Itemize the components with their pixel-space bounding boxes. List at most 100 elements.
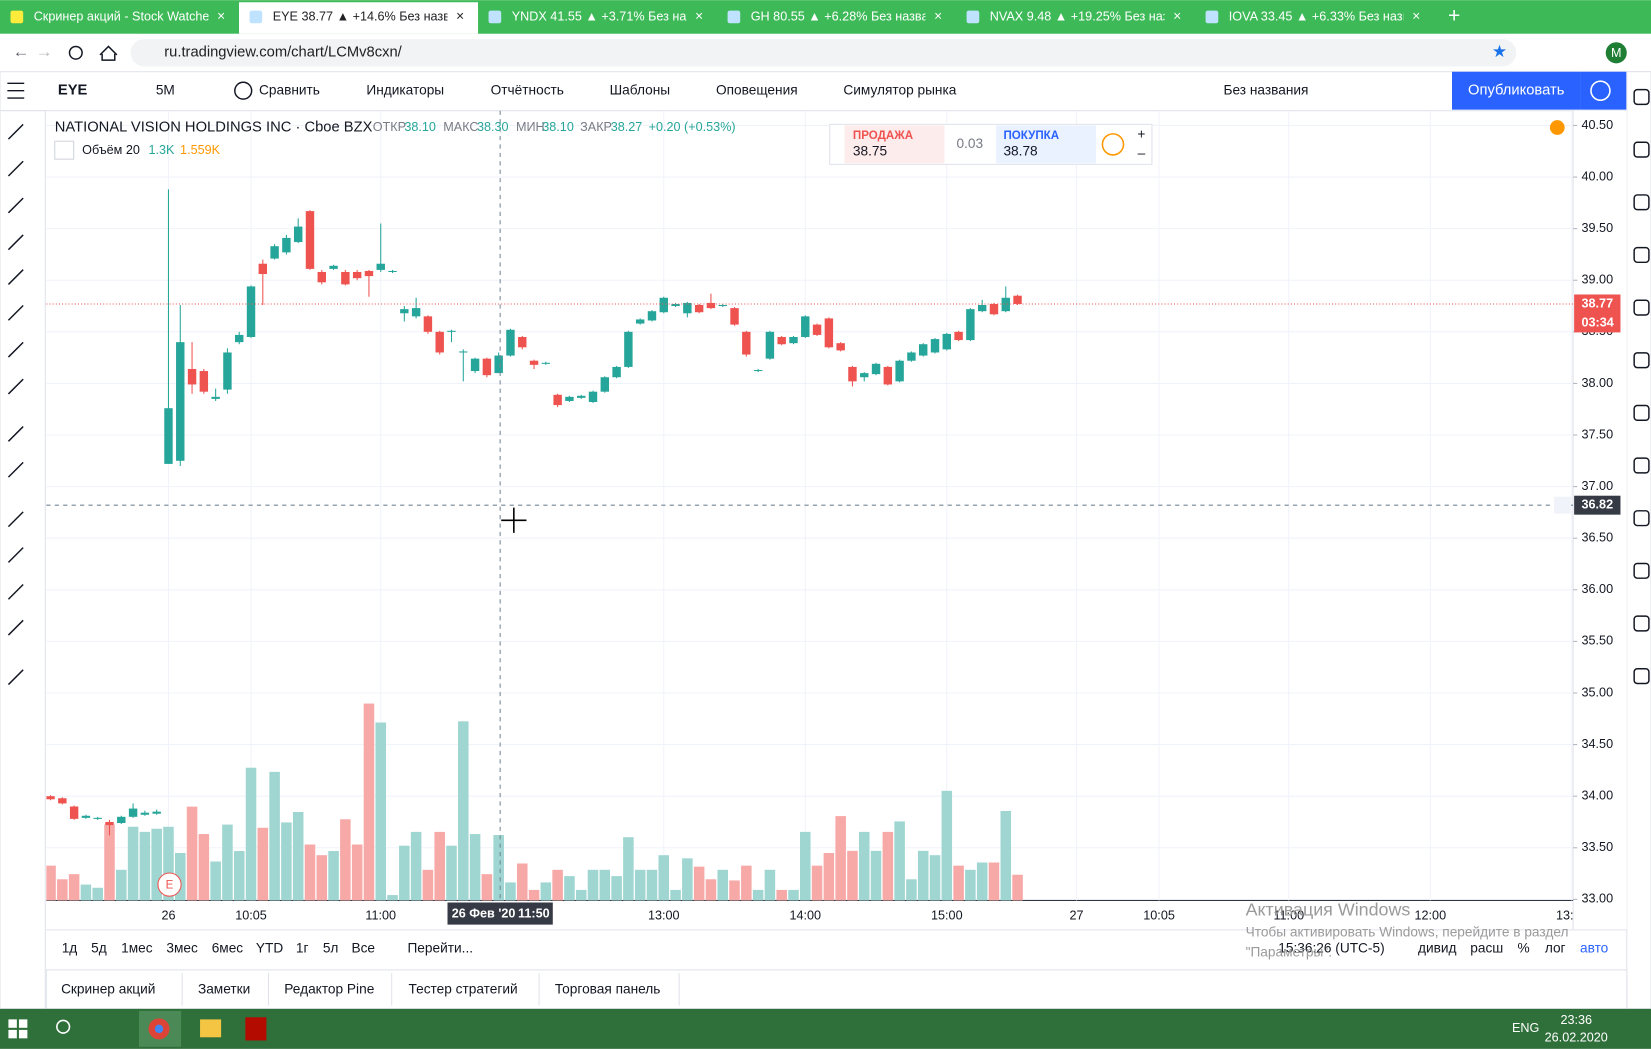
start[interactable] [8,1019,17,1028]
tool-icon[interactable] [7,426,24,442]
period[interactable]: 1д [62,940,78,955]
tool-icon[interactable] [7,304,24,321]
scale-option[interactable]: дивид [1418,940,1457,955]
layout-name[interactable]: Без названия [1224,82,1309,97]
qty-minus[interactable]: – [1138,145,1146,160]
candle-body [187,368,197,385]
tool-icon[interactable] [7,234,24,251]
panel-tab[interactable]: Скринер акций [61,982,155,997]
panel-icon[interactable] [1633,615,1650,632]
tool-icon[interactable] [7,511,24,528]
tab-close[interactable]: × [456,9,464,24]
period[interactable]: 1мес [121,940,153,955]
panel-icon[interactable] [1633,194,1650,211]
forward[interactable]: → [36,42,53,61]
omnibox[interactable] [130,39,1517,67]
tool-icon[interactable] [7,461,24,478]
panel-icon[interactable] [1633,299,1650,316]
symbol[interactable]: EYE [58,83,88,99]
panel-icon[interactable] [1633,562,1650,579]
qty-plus[interactable]: + [1137,127,1145,142]
alerts[interactable]: Оповещения [716,82,798,97]
tool-icon[interactable] [7,341,24,358]
panel-icon[interactable] [1633,668,1650,685]
candle-body [46,796,55,800]
search[interactable] [56,1019,71,1034]
panel-icon[interactable] [1633,404,1650,421]
panel-icon[interactable] [1633,510,1650,527]
tab-close[interactable]: × [1412,9,1420,24]
avatar[interactable] [1605,42,1627,64]
period[interactable]: Все [351,940,375,955]
tab-title[interactable]: Скринер акций - Stock Watcher [34,9,214,23]
volume-bar [80,884,92,901]
tool-icon[interactable] [7,669,24,686]
collapse[interactable] [54,140,75,160]
indicators[interactable]: Индикаторы [366,82,444,97]
reports[interactable]: Отчётность [491,82,564,97]
lang[interactable]: ENG [1512,1021,1539,1035]
tab-close[interactable]: × [695,9,703,24]
alert-dot[interactable] [1549,120,1565,135]
tool-icon[interactable] [7,583,24,600]
period[interactable]: 5д [91,940,107,955]
pdf-app[interactable] [245,1017,267,1041]
panel-icon[interactable] [1633,246,1650,264]
panel-icon[interactable] [1633,141,1650,158]
replay-button[interactable] [1580,71,1627,110]
explorer-app[interactable] [200,1019,222,1038]
crosshair-add[interactable] [1554,496,1571,514]
goto[interactable]: Перейти... [407,940,473,955]
scale-option[interactable]: расш [1470,940,1503,955]
panel-tab[interactable]: Заметки [198,982,250,997]
earnings-badge[interactable] [157,872,182,897]
period[interactable]: 6мес [212,940,244,955]
interval[interactable]: 5M [156,82,175,97]
reload[interactable] [68,45,83,60]
period[interactable]: YTD [256,940,283,955]
menu[interactable] [7,82,25,99]
panel-tab[interactable]: Торговая панель [555,982,661,997]
buy-button[interactable] [996,125,1097,164]
scale-option[interactable]: % [1518,940,1530,955]
back[interactable]: ← [13,42,30,61]
period[interactable]: 5л [323,940,339,955]
tab-close[interactable]: × [934,9,942,24]
sell-button[interactable] [844,125,945,164]
tool-icon[interactable] [7,269,24,285]
tool-icon[interactable] [7,378,24,395]
tab-title[interactable]: EYE 38.77 ▲ +14.6% Без названия [273,9,478,23]
tab-title[interactable]: IOVA 33.45 ▲ +6.33% Без названия [1229,9,1437,23]
panel-icon[interactable] [1633,457,1650,474]
new-tab[interactable]: + [1448,5,1460,28]
tool-icon[interactable] [7,160,24,177]
panel-icon[interactable] [1633,352,1650,369]
tab-close[interactable]: × [1173,9,1181,24]
panel-tab[interactable]: Тестер стратегий [409,982,518,997]
templates[interactable]: Шаблоны [610,82,670,97]
tab-title[interactable]: GH 80.55 ▲ +6.28% Без названия [751,9,950,23]
bookmark[interactable]: ★ [1492,42,1507,61]
candle-body [694,305,704,313]
tab-active[interactable] [239,2,479,34]
scale-option[interactable]: авто [1580,940,1609,955]
replay[interactable]: Симулятор рынка [843,82,956,97]
tool-icon[interactable] [7,197,24,214]
publish-button[interactable] [1451,71,1581,110]
info-icon[interactable] [1101,133,1125,156]
period[interactable]: 3мес [166,940,198,955]
candle-body [600,377,610,392]
tab-close[interactable]: × [217,9,225,24]
tab-title[interactable]: NVAX 9.48 ▲ +19.25% Без названия [990,9,1203,23]
scale-option[interactable]: лог [1545,940,1566,955]
period[interactable]: 1г [296,940,309,955]
home[interactable] [99,45,118,61]
tool-icon[interactable] [7,123,24,140]
tab-title[interactable]: YNDX 41.55 ▲ +3.71% Без названия [512,9,727,23]
panel-icon[interactable] [1633,88,1650,106]
tool-icon[interactable] [7,619,24,636]
tool-icon[interactable] [7,547,24,563]
compare[interactable]: Сравнить [259,82,320,97]
panel-tab[interactable]: Редактор Pine [284,982,374,997]
